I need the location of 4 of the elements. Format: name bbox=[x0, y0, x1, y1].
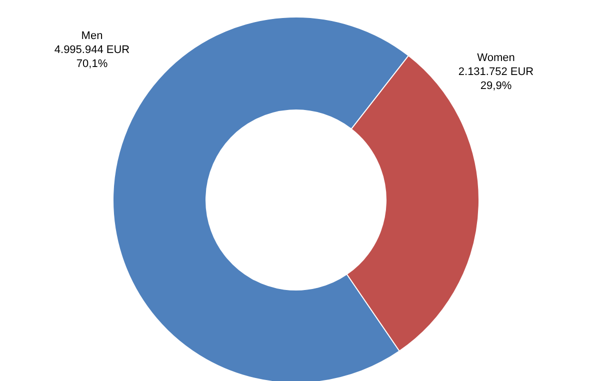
data-label: 4.995.944 EUR 70,1% bbox=[54, 44, 130, 70]
slice-label: Men bbox=[81, 30, 103, 42]
slice-label: Women bbox=[477, 52, 515, 64]
data-label: 2.131.752 EUR 29,9% bbox=[458, 66, 534, 92]
